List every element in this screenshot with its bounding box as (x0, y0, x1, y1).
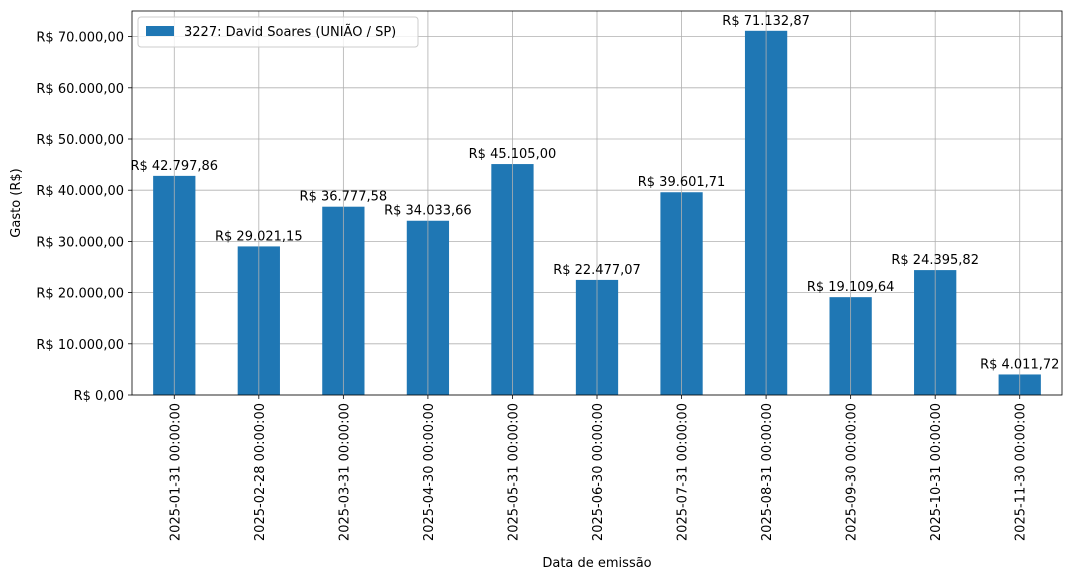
x-tick-label: 2025-01-31 00:00:00 (168, 403, 183, 541)
bar-value-label: R$ 4.011,72 (980, 357, 1059, 372)
bar-value-label: R$ 71.132,87 (722, 14, 810, 29)
y-tick-label: R$ 10.000,00 (36, 338, 124, 353)
data-labels-layer: R$ 42.797,86R$ 29.021,15R$ 36.777,58R$ 3… (130, 14, 1059, 373)
legend-swatch (146, 26, 174, 36)
x-tick-label: 2025-11-30 00:00:00 (1014, 403, 1029, 541)
y-tick-label: R$ 0,00 (74, 389, 124, 404)
bar-value-label: R$ 19.109,64 (807, 280, 895, 295)
bar-value-label: R$ 42.797,86 (130, 159, 218, 174)
x-tick-label: 2025-03-31 00:00:00 (337, 403, 352, 541)
y-tick-label: R$ 60.000,00 (36, 82, 124, 97)
bar-value-label: R$ 29.021,15 (215, 229, 303, 244)
x-tick-label: 2025-09-30 00:00:00 (845, 403, 860, 541)
x-tick-label: 2025-07-31 00:00:00 (676, 403, 691, 541)
x-axis: 2025-01-31 00:00:00 2025-02-28 00:00:00 20… (168, 395, 1029, 541)
y-tick-label: R$ 50.000,00 (36, 133, 124, 148)
x-tick-label: 2025-06-30 00:00:00 (591, 403, 606, 541)
x-tick-label: 2025-08-31 00:00:00 (760, 403, 775, 541)
x-tick-label: 2025-10-31 00:00:00 (929, 403, 944, 541)
y-axis-label: Gasto (R$) (9, 168, 24, 237)
legend-entry: 3227: David Soares (UNIÃO / SP) (184, 24, 396, 40)
legend-box (137, 16, 419, 48)
y-tick-label: R$ 70.000,00 (36, 31, 124, 46)
x-tick-label: 2025-02-28 00:00:00 (253, 403, 268, 541)
bar-value-label: R$ 45.105,00 (469, 147, 557, 162)
legend: 3227: David Soares (UNIÃO / SP) (137, 16, 419, 48)
x-tick-label: 2025-05-31 00:00:00 (506, 403, 521, 541)
x-tick-label: 2025-04-30 00:00:00 (422, 403, 437, 541)
y-tick-label: R$ 20.000,00 (36, 287, 124, 302)
bar-value-label: R$ 24.395,82 (891, 253, 979, 268)
vertical-grid-layer (173, 11, 1021, 395)
bar-value-label: R$ 34.033,66 (384, 204, 472, 219)
y-tick-label: R$ 40.000,00 (36, 184, 124, 199)
bar-value-label: R$ 36.777,58 (300, 190, 388, 205)
bar-value-label: R$ 22.477,07 (553, 263, 641, 278)
x-axis-label: Data de emissão (542, 556, 651, 571)
bar-value-label: R$ 39.601,71 (638, 175, 726, 190)
y-tick-label: R$ 30.000,00 (36, 235, 124, 250)
y-axis: R$ 0,00 R$ 10.000,00 R$ 20.000,00 R$ 30.000… (36, 31, 132, 404)
